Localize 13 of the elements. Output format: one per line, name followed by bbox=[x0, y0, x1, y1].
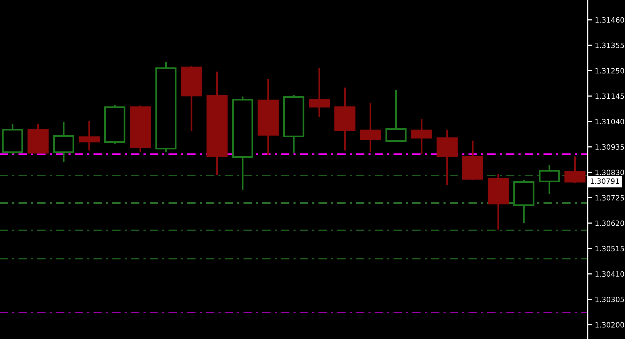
candlestick bbox=[386, 89, 407, 143]
candlestick bbox=[334, 87, 356, 152]
candlestick bbox=[539, 164, 560, 195]
candlestick bbox=[564, 156, 586, 184]
candlestick bbox=[2, 123, 24, 155]
candlestick bbox=[360, 102, 382, 154]
candlestick bbox=[78, 120, 100, 152]
candlestick bbox=[436, 129, 458, 186]
candlestick bbox=[28, 123, 49, 154]
candlestick bbox=[53, 121, 74, 164]
candlestick bbox=[309, 67, 330, 118]
candlestick bbox=[462, 140, 484, 181]
candlestick bbox=[411, 118, 432, 156]
